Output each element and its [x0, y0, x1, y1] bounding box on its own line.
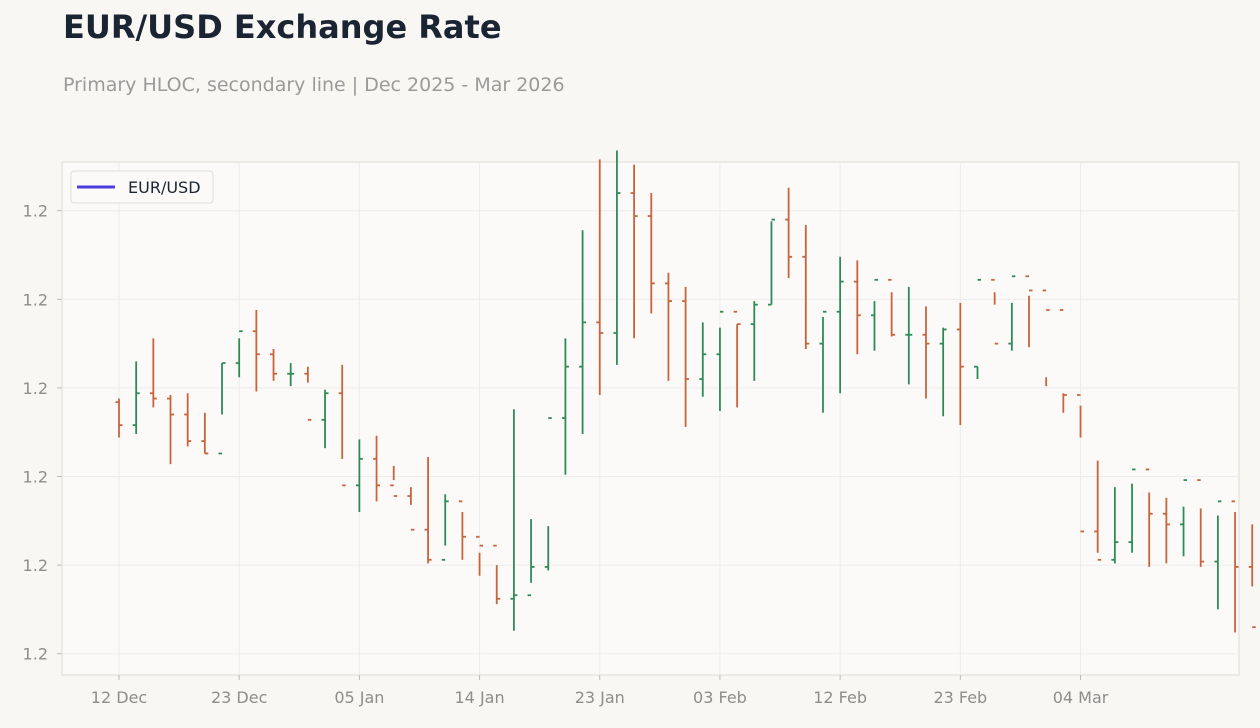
x-tick-label: 12 Feb: [813, 688, 867, 707]
legend-box: [70, 170, 214, 204]
y-tick-label: 1.2: [23, 645, 48, 664]
x-tick-label: 04 Mar: [1053, 688, 1109, 707]
x-tick-label: 03 Feb: [693, 688, 747, 707]
y-tick-label: 1.2: [23, 379, 48, 398]
y-tick-label: 1.2: [23, 556, 48, 575]
chart-subtitle: Primary HLOC, secondary line | Dec 2025 …: [63, 74, 565, 96]
chart-title: EUR/USD Exchange Rate: [63, 8, 502, 46]
y-tick-label: 1.2: [23, 202, 48, 221]
legend-label: EUR/USD: [128, 178, 201, 197]
x-tick-label: 05 Jan: [334, 688, 384, 707]
x-tick-label: 23 Feb: [933, 688, 987, 707]
x-tick-label: 23 Dec: [211, 688, 267, 707]
y-tick-label: 1.2: [23, 290, 48, 309]
x-tick-label: 14 Jan: [455, 688, 505, 707]
x-tick-label: 23 Jan: [575, 688, 625, 707]
x-tick-label: 12 Dec: [91, 688, 147, 707]
y-tick-label: 1.2: [23, 468, 48, 487]
